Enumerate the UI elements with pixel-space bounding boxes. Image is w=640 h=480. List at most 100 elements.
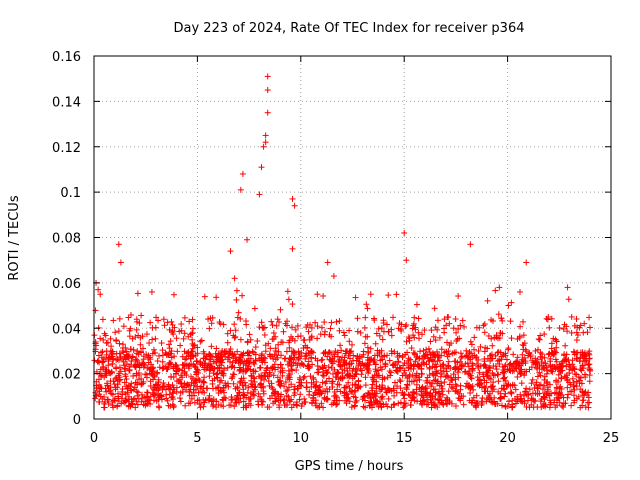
data-point: [318, 400, 325, 407]
data-point: [106, 388, 113, 395]
data-point: [227, 350, 234, 357]
data-point: [289, 324, 296, 331]
data-point: [110, 404, 117, 411]
data-point: [122, 371, 129, 378]
data-point: [520, 318, 527, 325]
data-point: [179, 353, 186, 360]
data-point: [491, 400, 498, 407]
data-point: [95, 357, 102, 364]
data-point: [346, 327, 353, 334]
data-point: [342, 348, 349, 355]
data-point: [121, 362, 128, 369]
data-point: [194, 367, 201, 374]
data-point: [537, 349, 544, 356]
data-point: [250, 374, 257, 381]
data-point: [560, 400, 567, 407]
chart-title: Day 223 of 2024, Rate Of TEC Index for r…: [174, 21, 525, 36]
data-point: [403, 257, 410, 264]
data-point: [107, 335, 114, 342]
data-point: [481, 321, 488, 328]
data-point: [336, 361, 343, 368]
data-point: [547, 361, 554, 368]
data-point: [215, 389, 222, 396]
y-axis-title: ROTI / TECUs: [7, 195, 22, 280]
data-point: [536, 336, 543, 343]
data-point: [575, 374, 582, 381]
data-point: [551, 363, 558, 370]
x-tick-labels: 0 5 10 15 20 25: [90, 431, 619, 446]
data-point: [457, 358, 464, 365]
data-point: [443, 349, 450, 356]
data-point: [213, 371, 220, 378]
data-point: [232, 354, 239, 361]
data-point: [254, 398, 261, 405]
data-point: [306, 336, 313, 343]
data-point: [434, 348, 441, 355]
data-point: [152, 349, 159, 356]
data-point: [449, 385, 456, 392]
data-point: [129, 353, 136, 360]
data-point: [560, 325, 567, 332]
data-point: [140, 356, 147, 363]
data-point: [520, 346, 527, 353]
data-point: [531, 384, 538, 391]
data-point: [264, 364, 271, 371]
data-point: [502, 403, 509, 410]
data-point: [262, 132, 269, 139]
data-point: [548, 390, 555, 397]
data-point: [526, 386, 533, 393]
data-point: [378, 404, 385, 411]
data-point: [446, 320, 453, 327]
data-point: [564, 328, 571, 335]
data-point: [346, 361, 353, 368]
data-point: [135, 389, 142, 396]
data-point: [432, 386, 439, 393]
data-point: [428, 327, 435, 334]
data-point: [400, 362, 407, 369]
data-point: [298, 379, 305, 386]
x-axis-title: GPS time / hours: [295, 459, 404, 474]
data-point: [338, 347, 345, 354]
data-point: [240, 391, 247, 398]
data-point: [191, 399, 198, 406]
data-point: [194, 344, 201, 351]
data-point: [180, 335, 187, 342]
data-point: [125, 393, 132, 400]
data-point: [328, 358, 335, 365]
data-point: [545, 351, 552, 358]
data-point: [167, 350, 174, 357]
data-point: [154, 358, 161, 365]
data-point: [153, 398, 160, 405]
data-point: [252, 383, 259, 390]
data-point: [452, 316, 459, 323]
data-point: [133, 398, 140, 405]
data-point: [468, 375, 475, 382]
data-point: [283, 388, 290, 395]
data-point: [483, 398, 490, 405]
data-point: [579, 402, 586, 409]
data-point: [328, 380, 335, 387]
data-point: [191, 377, 198, 384]
data-point: [405, 334, 412, 341]
x-tick-label: 5: [193, 431, 201, 446]
data-point: [413, 301, 420, 308]
data-point: [210, 401, 217, 408]
data-point: [381, 353, 388, 360]
data-point: [450, 371, 457, 378]
data-point: [165, 402, 172, 409]
data-point: [467, 338, 474, 345]
data-point: [303, 384, 310, 391]
data-point: [181, 330, 188, 337]
data-point: [446, 397, 453, 404]
data-point: [434, 370, 441, 377]
data-point: [448, 340, 455, 347]
data-point: [393, 389, 400, 396]
data-point: [404, 382, 411, 389]
data-point: [245, 384, 252, 391]
data-point: [220, 387, 227, 394]
data-point: [326, 386, 333, 393]
data-point: [300, 374, 307, 381]
data-point: [537, 372, 544, 379]
data-point: [514, 336, 521, 343]
data-point: [454, 336, 461, 343]
